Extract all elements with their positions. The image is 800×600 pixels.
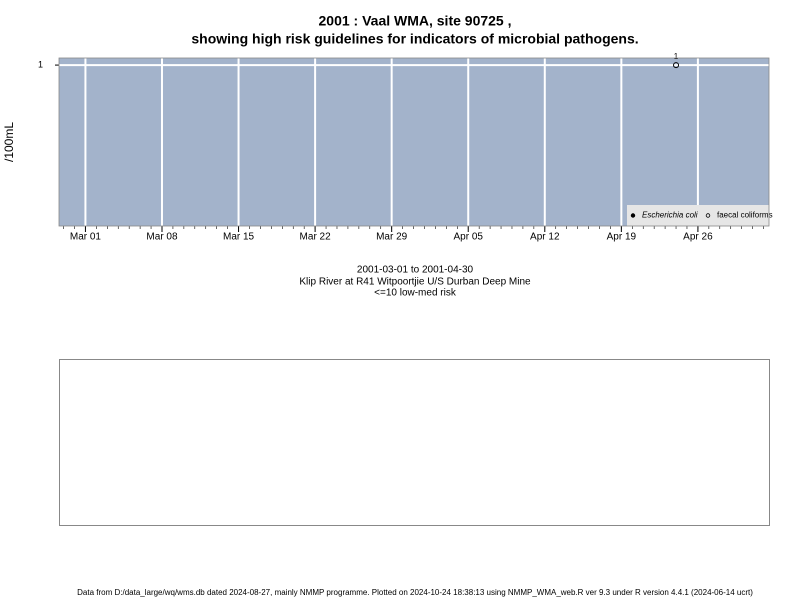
legend-marker — [705, 213, 711, 218]
data-point — [673, 62, 680, 69]
chart-title: showing high risk guidelines for indicat… — [191, 31, 638, 47]
x-tick-label: Mar 29 — [376, 232, 408, 243]
empty-panel — [59, 359, 770, 526]
x-tick-label: Apr 12 — [530, 232, 560, 243]
legend-label: faecal coliforms — [717, 211, 773, 220]
x-tick-label: Apr 19 — [607, 232, 637, 243]
legend-label: Escherichia coli — [642, 211, 698, 220]
x-tick-label: Mar 01 — [70, 232, 102, 243]
caption: 2001-03-01 to 2001-04-30 — [357, 265, 474, 276]
x-tick-label: Mar 22 — [300, 232, 332, 243]
y-tick-label: 1 — [38, 59, 43, 69]
x-tick-label: Apr 05 — [453, 232, 483, 243]
x-tick-label: Mar 15 — [223, 232, 255, 243]
footer: Data from D:/data_large/wq/wms.db dated … — [77, 588, 753, 597]
plot-background — [59, 58, 769, 226]
plot-frame — [58, 57, 770, 227]
chart-title: 2001 : Vaal WMA, site 90725 , — [319, 13, 512, 29]
legend-box — [627, 205, 769, 226]
caption: <=10 low-med risk — [374, 288, 457, 299]
y-axis-label: /100mL — [2, 122, 16, 162]
caption: Klip River at R41 Witpoortjie U/S Durban… — [299, 277, 531, 288]
x-tick-label: Apr 26 — [683, 232, 713, 243]
data-label: 1 — [674, 52, 679, 61]
x-tick-label: Mar 08 — [146, 232, 178, 243]
legend-marker — [630, 213, 636, 218]
